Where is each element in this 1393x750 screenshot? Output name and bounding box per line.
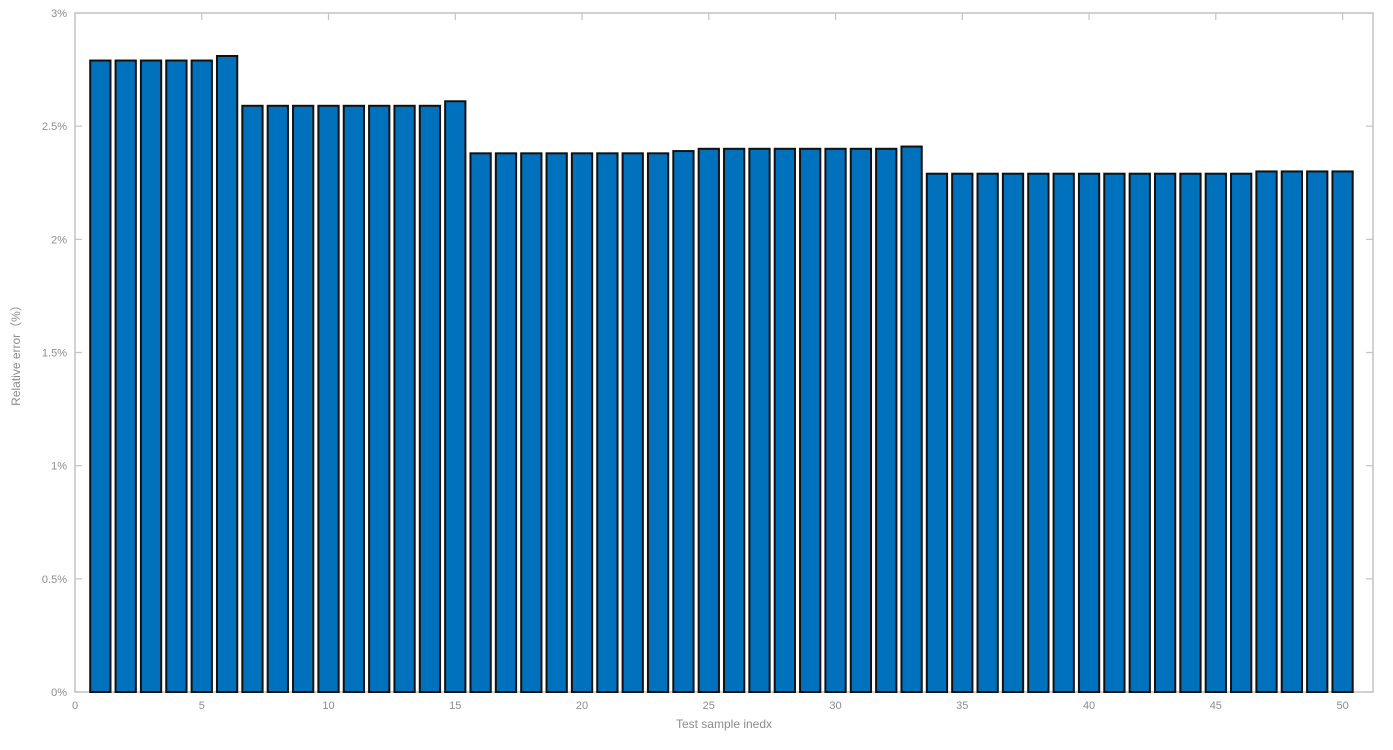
x-tick-label: 30 <box>829 700 841 712</box>
bars <box>89 55 1354 694</box>
x-axis-label: Test sample inedx <box>676 717 772 731</box>
bar <box>1052 172 1075 693</box>
bar <box>697 147 720 694</box>
x-tick-label: 5 <box>199 700 205 712</box>
bar <box>1128 172 1151 693</box>
bar <box>368 104 391 694</box>
x-tick-label: 35 <box>956 700 968 712</box>
bar <box>621 152 644 693</box>
x-tick-label: 45 <box>1210 700 1222 712</box>
bar <box>190 59 213 693</box>
bar <box>1077 172 1101 693</box>
bar <box>1306 170 1329 693</box>
bar <box>799 147 822 694</box>
bar <box>317 104 340 694</box>
x-tick-label: 10 <box>322 700 334 712</box>
bar <box>139 59 163 693</box>
bar <box>1153 172 1177 693</box>
bar <box>900 145 923 694</box>
bar <box>875 147 898 694</box>
bar <box>672 150 695 693</box>
bar <box>773 147 796 694</box>
y-tick-label: 3% <box>51 8 67 20</box>
bar <box>723 147 746 694</box>
x-tick-label: 25 <box>703 700 715 712</box>
bar <box>545 152 568 693</box>
bar <box>1027 172 1050 693</box>
bar <box>469 152 492 693</box>
bar <box>393 104 416 694</box>
bar <box>1001 172 1025 693</box>
bar <box>520 152 543 693</box>
bar <box>215 55 239 693</box>
y-tick-label: 2.5% <box>42 121 67 133</box>
y-tick-label: 0.5% <box>42 574 67 586</box>
bar <box>1255 170 1278 693</box>
bar <box>418 104 442 694</box>
bar <box>951 172 974 693</box>
x-tick-label: 40 <box>1083 700 1095 712</box>
bar <box>342 104 366 694</box>
y-tick-label: 2% <box>51 234 67 246</box>
bar <box>114 59 137 693</box>
bar <box>748 147 771 694</box>
y-tick-label: 0% <box>51 687 67 699</box>
bar <box>165 59 188 693</box>
x-tick-label: 20 <box>576 700 588 712</box>
bar <box>1331 170 1354 693</box>
tick-labels: 0 5 10 15 20 25 30 35 40 45 50 0% 0.5% 1% 1.5% 2% 2.5% 3% <box>42 8 1349 712</box>
bar <box>1179 172 1202 693</box>
x-tick-label: 0 <box>72 700 78 712</box>
bar <box>570 152 594 693</box>
x-tick-label: 50 <box>1336 700 1348 712</box>
bar <box>824 147 847 694</box>
bar <box>596 152 619 693</box>
bar <box>444 100 467 693</box>
bar <box>1204 172 1227 693</box>
bar <box>646 152 670 693</box>
bar <box>1280 170 1304 693</box>
bar <box>1230 172 1253 693</box>
bar <box>494 152 518 693</box>
bar <box>976 172 999 693</box>
y-tick-label: 1% <box>51 461 67 473</box>
bar <box>292 104 315 694</box>
bar <box>89 59 112 693</box>
y-tick-label: 1.5% <box>42 348 67 360</box>
y-axis-label: Relative error（%） <box>9 299 23 406</box>
bar <box>925 172 949 693</box>
bar <box>849 147 873 694</box>
bar <box>266 104 289 694</box>
bar <box>241 104 264 694</box>
bar <box>1103 172 1126 693</box>
x-tick-label: 15 <box>449 700 461 712</box>
